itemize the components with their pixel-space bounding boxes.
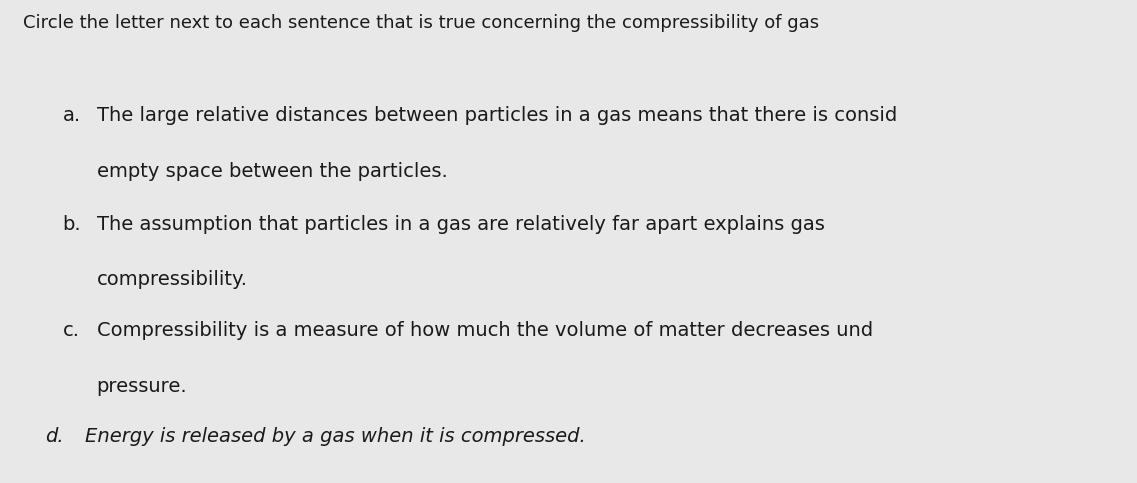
Text: a.: a. (63, 106, 81, 125)
Text: The assumption that particles in a gas are relatively far apart explains gas: The assumption that particles in a gas a… (97, 215, 824, 234)
Text: The large relative distances between particles in a gas means that there is cons: The large relative distances between par… (97, 106, 897, 125)
Text: d.: d. (45, 427, 64, 446)
Text: Circle the letter next to each sentence that is true concerning the compressibil: Circle the letter next to each sentence … (23, 14, 819, 32)
Text: pressure.: pressure. (97, 377, 188, 396)
Text: c.: c. (63, 321, 80, 340)
Text: empty space between the particles.: empty space between the particles. (97, 162, 447, 181)
Text: b.: b. (63, 215, 81, 234)
Text: compressibility.: compressibility. (97, 270, 248, 289)
Text: Compressibility is a measure of how much the volume of matter decreases und: Compressibility is a measure of how much… (97, 321, 873, 340)
Text: Energy is released by a gas when it is compressed.: Energy is released by a gas when it is c… (85, 427, 586, 446)
